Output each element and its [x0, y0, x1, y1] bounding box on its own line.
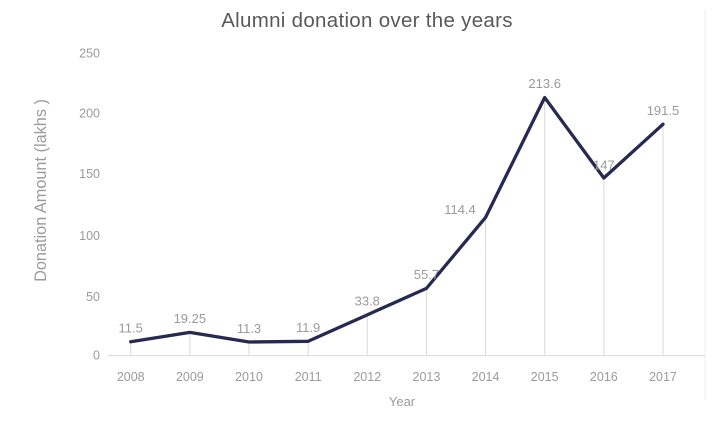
svg-text:2017: 2017: [649, 370, 677, 384]
svg-text:Year: Year: [389, 394, 416, 409]
svg-text:114.4: 114.4: [444, 202, 476, 217]
svg-text:200: 200: [79, 107, 100, 121]
svg-text:150: 150: [79, 167, 100, 181]
svg-text:147: 147: [593, 158, 615, 173]
svg-text:19.25: 19.25: [174, 311, 207, 326]
svg-text:250: 250: [79, 47, 100, 61]
svg-text:100: 100: [79, 229, 100, 243]
svg-text:55.7: 55.7: [414, 267, 439, 282]
svg-text:2012: 2012: [353, 370, 381, 384]
svg-text:2010: 2010: [235, 370, 263, 384]
svg-text:213.6: 213.6: [528, 76, 561, 91]
svg-text:191.5: 191.5: [647, 103, 680, 118]
svg-text:2008: 2008: [117, 370, 145, 384]
svg-text:2014: 2014: [472, 370, 500, 384]
svg-text:33.8: 33.8: [355, 294, 380, 309]
svg-text:2009: 2009: [176, 370, 204, 384]
svg-text:Donation Amount (lakhs ): Donation Amount (lakhs ): [32, 99, 50, 282]
svg-text:50: 50: [86, 290, 100, 304]
svg-text:11.5: 11.5: [119, 321, 143, 336]
svg-text:0: 0: [93, 349, 100, 363]
svg-text:11.3: 11.3: [237, 321, 261, 336]
svg-text:11.9: 11.9: [296, 320, 320, 335]
svg-text:2011: 2011: [295, 370, 322, 384]
svg-text:2016: 2016: [590, 370, 618, 384]
svg-text:2013: 2013: [413, 370, 441, 384]
svg-text:2015: 2015: [531, 370, 559, 384]
